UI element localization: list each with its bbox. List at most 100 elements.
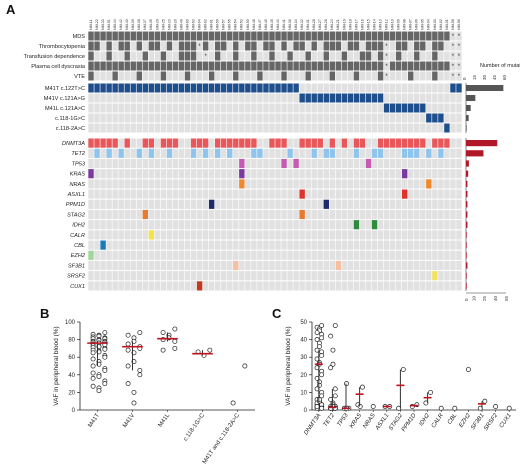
clinical-cell xyxy=(323,51,329,61)
gene-cell xyxy=(335,220,342,230)
gene-cell xyxy=(106,220,112,230)
clinical-cell xyxy=(100,71,106,81)
patient-id-label: NM-54 xyxy=(234,19,238,30)
gene-cell xyxy=(106,209,112,220)
clinical-cell xyxy=(106,61,112,71)
variant-cell xyxy=(329,103,336,113)
variant-cell xyxy=(275,123,281,133)
gene-cell xyxy=(142,260,149,271)
gene-cell xyxy=(347,158,354,169)
data-point xyxy=(465,367,471,372)
variant-cell xyxy=(208,83,215,93)
gene-cell xyxy=(142,179,149,189)
clinical-cell xyxy=(172,61,179,71)
gene-cell xyxy=(426,240,432,250)
variant-cell xyxy=(281,123,287,133)
clinical-cell xyxy=(420,71,426,81)
gene-cell xyxy=(444,179,450,189)
gene-cell xyxy=(154,138,161,148)
gene-cell xyxy=(395,281,402,291)
gene-cell xyxy=(341,158,348,169)
variant-cell xyxy=(456,113,462,123)
gene-cell xyxy=(251,189,257,199)
gene-cell xyxy=(287,138,293,148)
variant-cell xyxy=(420,113,426,123)
gene-cell xyxy=(450,179,456,189)
variant-cell xyxy=(88,103,94,113)
gene-cell xyxy=(438,271,444,281)
gene-cell xyxy=(456,250,462,260)
gene-cell xyxy=(184,179,191,189)
clinical-cell xyxy=(341,71,348,81)
clinical-cell xyxy=(269,61,275,71)
gene-cell xyxy=(281,250,287,260)
gene-cell xyxy=(190,158,197,169)
gene-cell xyxy=(389,220,396,230)
gene-cell xyxy=(414,230,420,240)
gene-cell xyxy=(444,209,450,220)
variant-cell xyxy=(94,113,100,123)
gene-cell xyxy=(305,260,311,271)
gene-cell xyxy=(299,230,305,240)
clinical-cell xyxy=(233,31,239,41)
gene-cell xyxy=(353,240,360,250)
gene-cell xyxy=(311,240,317,250)
gene-cell xyxy=(245,240,251,250)
gene-cell xyxy=(456,158,462,169)
gene-cell xyxy=(106,169,112,179)
variant-cell xyxy=(245,93,251,103)
patient-id-label: NM-22 xyxy=(95,19,99,30)
patient-id-label: NM-25 xyxy=(161,19,165,30)
gene-cell xyxy=(245,189,251,199)
variant-cell xyxy=(233,83,239,93)
variant-cell xyxy=(323,83,329,93)
gene-cell xyxy=(221,271,227,281)
clinical-cell xyxy=(438,31,444,41)
gene-cell xyxy=(233,220,239,230)
gene-cell xyxy=(196,189,203,199)
gene-cell xyxy=(166,138,173,148)
variant-cell xyxy=(395,103,402,113)
variant-cell xyxy=(88,93,94,103)
gene-cell xyxy=(208,240,215,250)
gene-cell xyxy=(178,271,185,281)
gene-cell xyxy=(239,230,245,240)
gene-cell xyxy=(142,158,149,169)
gene-cell xyxy=(202,169,209,179)
gene-cell xyxy=(130,179,136,189)
gene-cell xyxy=(450,240,456,250)
variant-cell xyxy=(371,83,378,93)
patient-id-label: NM-36 xyxy=(288,19,292,30)
clinical-cell xyxy=(305,51,311,61)
side-gene-bar xyxy=(466,140,498,147)
clinical-cell xyxy=(251,61,257,71)
gene-cell xyxy=(269,281,275,291)
gene-cell xyxy=(359,240,366,250)
clinical-cell xyxy=(281,31,287,41)
gene-cell xyxy=(251,199,257,209)
variant-cell xyxy=(239,113,245,123)
gene-cell xyxy=(335,281,342,291)
gene-cell xyxy=(94,209,100,220)
gene-cell xyxy=(377,230,384,240)
data-point xyxy=(131,400,137,406)
data-point xyxy=(319,335,325,341)
na-asterisk: * xyxy=(385,64,388,70)
data-point xyxy=(482,398,488,404)
gene-cell xyxy=(365,230,372,240)
patient-id-label: NM-32 xyxy=(300,19,304,30)
clinical-cell xyxy=(214,61,221,71)
gene-cell xyxy=(172,169,179,179)
gene-cell xyxy=(178,240,185,250)
gene-cell xyxy=(371,220,378,230)
gene-cell xyxy=(371,199,378,209)
data-point xyxy=(314,337,320,343)
clinical-cell xyxy=(106,71,112,81)
gene-cell xyxy=(160,209,167,220)
gene-row-label: TET2 xyxy=(71,151,86,157)
gene-cell xyxy=(281,240,287,250)
gene-cell xyxy=(106,138,112,148)
y-tick-label: 0 xyxy=(72,408,76,414)
data-point xyxy=(330,361,336,367)
y-tick-label: 10 xyxy=(300,390,307,396)
